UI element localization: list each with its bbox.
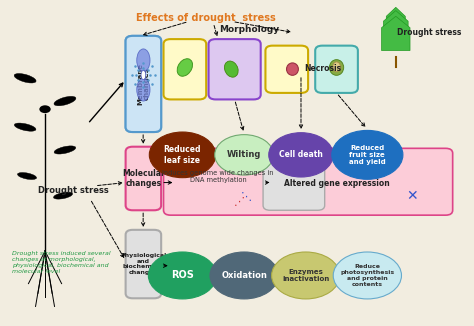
Ellipse shape bbox=[141, 70, 146, 80]
Text: ⋱: ⋱ bbox=[241, 192, 252, 202]
Text: Morphology: Morphology bbox=[219, 25, 279, 34]
FancyBboxPatch shape bbox=[126, 147, 161, 210]
Text: Induces genome wide changes in
DNA methylation: Induces genome wide changes in DNA methy… bbox=[162, 170, 274, 183]
Text: Effects of drought  stress: Effects of drought stress bbox=[137, 13, 276, 23]
FancyBboxPatch shape bbox=[209, 39, 261, 99]
Ellipse shape bbox=[225, 61, 238, 77]
FancyBboxPatch shape bbox=[263, 155, 325, 210]
FancyArrow shape bbox=[382, 16, 410, 51]
Text: Drought stress: Drought stress bbox=[38, 186, 109, 195]
FancyArrow shape bbox=[383, 10, 408, 42]
Text: Wilting: Wilting bbox=[227, 150, 261, 159]
Ellipse shape bbox=[329, 60, 344, 75]
FancyBboxPatch shape bbox=[126, 36, 161, 132]
Circle shape bbox=[333, 252, 401, 299]
Ellipse shape bbox=[54, 146, 76, 154]
Text: Reduce
photosynthesis
and protein
contents: Reduce photosynthesis and protein conten… bbox=[340, 264, 394, 287]
Text: Molecular
changes: Molecular changes bbox=[122, 169, 165, 188]
Text: Necrosis: Necrosis bbox=[304, 64, 341, 73]
Text: Reduced
fruit size
and yield: Reduced fruit size and yield bbox=[349, 145, 386, 165]
FancyBboxPatch shape bbox=[315, 46, 358, 93]
FancyBboxPatch shape bbox=[265, 46, 308, 93]
Text: Altered gene expression: Altered gene expression bbox=[283, 179, 390, 188]
Text: ROS: ROS bbox=[171, 271, 194, 280]
Ellipse shape bbox=[54, 192, 73, 199]
Text: Reduced
leaf size: Reduced leaf size bbox=[164, 145, 201, 165]
FancyBboxPatch shape bbox=[126, 36, 161, 132]
Circle shape bbox=[272, 252, 340, 299]
Circle shape bbox=[215, 135, 273, 175]
Ellipse shape bbox=[18, 172, 36, 180]
Text: Cell death: Cell death bbox=[279, 150, 323, 159]
FancyBboxPatch shape bbox=[164, 148, 453, 215]
Text: Enzymes
inactivation: Enzymes inactivation bbox=[282, 269, 329, 282]
Text: Physiological
and
biochemical
changes: Physiological and biochemical changes bbox=[120, 253, 166, 275]
Ellipse shape bbox=[14, 73, 36, 83]
Text: Oxidation: Oxidation bbox=[221, 271, 267, 280]
Circle shape bbox=[148, 252, 217, 299]
Text: Drought stress induced several
changes at morphological,
physiological, biochemi: Drought stress induced several changes a… bbox=[12, 251, 110, 274]
Circle shape bbox=[210, 252, 278, 299]
Text: ✕: ✕ bbox=[407, 189, 418, 202]
FancyArrow shape bbox=[386, 7, 405, 34]
Ellipse shape bbox=[137, 78, 150, 101]
FancyBboxPatch shape bbox=[164, 39, 206, 99]
Text: ⋰: ⋰ bbox=[234, 197, 245, 207]
Text: Membrane
changes: Membrane changes bbox=[137, 63, 150, 105]
Ellipse shape bbox=[54, 96, 76, 106]
Ellipse shape bbox=[137, 49, 150, 72]
Ellipse shape bbox=[286, 63, 299, 75]
Circle shape bbox=[332, 130, 403, 179]
Text: Drought stress: Drought stress bbox=[397, 28, 461, 37]
Ellipse shape bbox=[14, 123, 36, 131]
FancyBboxPatch shape bbox=[126, 230, 161, 298]
Circle shape bbox=[39, 105, 51, 113]
Circle shape bbox=[269, 133, 333, 177]
Ellipse shape bbox=[177, 59, 192, 76]
Ellipse shape bbox=[333, 62, 340, 72]
Circle shape bbox=[149, 132, 216, 178]
